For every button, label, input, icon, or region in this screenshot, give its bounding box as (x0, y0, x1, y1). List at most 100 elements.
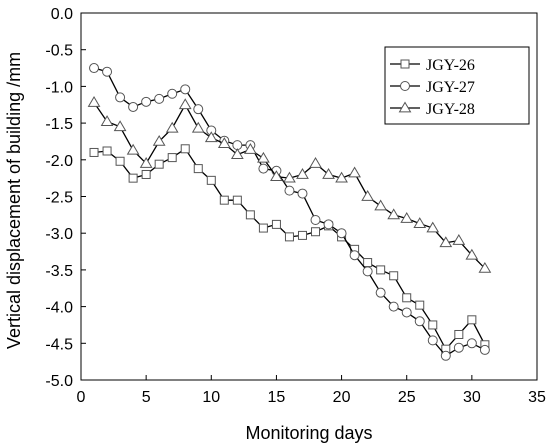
data-point (362, 266, 373, 277)
x-tick-label: 30 (463, 389, 481, 406)
data-point (376, 265, 386, 275)
data-point (243, 143, 257, 154)
data-point (113, 120, 127, 132)
data-point (219, 195, 229, 205)
x-axis-title: Monitoring days (245, 423, 372, 443)
data-point (374, 199, 388, 211)
data-point (310, 214, 321, 225)
data-point (191, 121, 205, 133)
legend-entry: JGY-26 (390, 57, 475, 74)
data-point (465, 248, 479, 260)
data-point (426, 221, 440, 233)
data-point (128, 173, 138, 183)
y-tick-label: -0.5 (45, 43, 73, 60)
data-point (154, 93, 165, 104)
data-point (258, 163, 269, 174)
data-point (309, 156, 322, 168)
legend-marker (398, 101, 412, 113)
data-point (167, 88, 178, 99)
data-point (348, 166, 361, 178)
data-point (388, 301, 399, 312)
data-point (322, 167, 335, 179)
x-tick-label: 25 (398, 389, 416, 406)
series-line (93, 102, 486, 269)
y-tick-label: -4.5 (45, 336, 73, 353)
y-tick-label: -2.5 (45, 190, 73, 207)
data-point (245, 210, 255, 220)
data-point (141, 169, 151, 179)
y-tick-label: -1.0 (45, 79, 73, 96)
data-point (257, 151, 270, 163)
data-point (387, 208, 401, 220)
y-tick-label: -3.0 (45, 226, 73, 243)
legend-label: JGY-26 (426, 57, 475, 74)
data-point (479, 344, 490, 355)
series-jgy-26 (89, 144, 490, 354)
data-point (180, 84, 191, 95)
data-point (270, 170, 283, 182)
data-point (154, 159, 164, 169)
data-point (217, 137, 231, 149)
legend-marker (400, 81, 410, 91)
data-point (414, 316, 425, 327)
data-point (284, 185, 295, 196)
x-tick-label: 10 (202, 389, 220, 406)
y-tick-label: -3.5 (45, 263, 73, 280)
data-point (284, 232, 294, 242)
data-point (102, 146, 112, 156)
data-point (283, 171, 296, 183)
data-point (115, 92, 126, 103)
data-point (297, 230, 307, 240)
data-point (115, 156, 125, 166)
data-point (102, 66, 113, 77)
legend-label: JGY-28 (426, 101, 475, 118)
data-point (193, 104, 204, 115)
data-point (258, 223, 268, 233)
data-point (439, 236, 453, 248)
data-point (440, 350, 451, 361)
legend-marker (400, 59, 410, 69)
y-tick-label: -4.0 (45, 300, 73, 317)
x-tick-label: 35 (528, 389, 546, 406)
y-tick-label: -2.0 (45, 153, 73, 170)
x-tick-label: 5 (142, 389, 151, 406)
data-point (128, 101, 139, 112)
y-tick-label: -5.0 (45, 373, 73, 390)
data-point (311, 227, 321, 237)
data-point (428, 320, 438, 330)
data-point (466, 338, 477, 349)
x-tick-label: 20 (333, 389, 351, 406)
data-point (453, 342, 464, 353)
data-point (400, 212, 414, 223)
series-jgy-27 (89, 63, 490, 361)
data-point (296, 167, 309, 179)
legend-label: JGY-27 (426, 79, 475, 96)
data-point (89, 147, 99, 157)
data-point (232, 195, 242, 205)
data-point (323, 219, 334, 230)
legend: JGY-26 JGY-27 JGY-28 (384, 46, 530, 125)
data-point (413, 217, 427, 229)
data-point (193, 164, 203, 174)
data-point (467, 315, 477, 325)
data-point (415, 300, 425, 310)
data-point (454, 329, 464, 339)
data-point (336, 228, 347, 239)
data-point (401, 307, 412, 318)
data-point (206, 175, 216, 185)
data-point (152, 134, 166, 146)
data-point (389, 271, 399, 281)
data-point (427, 335, 438, 346)
data-point (271, 219, 281, 229)
data-point (87, 96, 101, 107)
data-point (141, 96, 152, 107)
legend-entry: JGY-27 (390, 79, 475, 96)
data-point (178, 98, 192, 110)
series-jgy-28 (87, 96, 492, 273)
data-point (126, 143, 140, 155)
data-point (478, 261, 492, 273)
data-point (402, 293, 412, 303)
data-point (363, 258, 373, 268)
data-point (361, 190, 375, 201)
data-point (100, 115, 114, 126)
